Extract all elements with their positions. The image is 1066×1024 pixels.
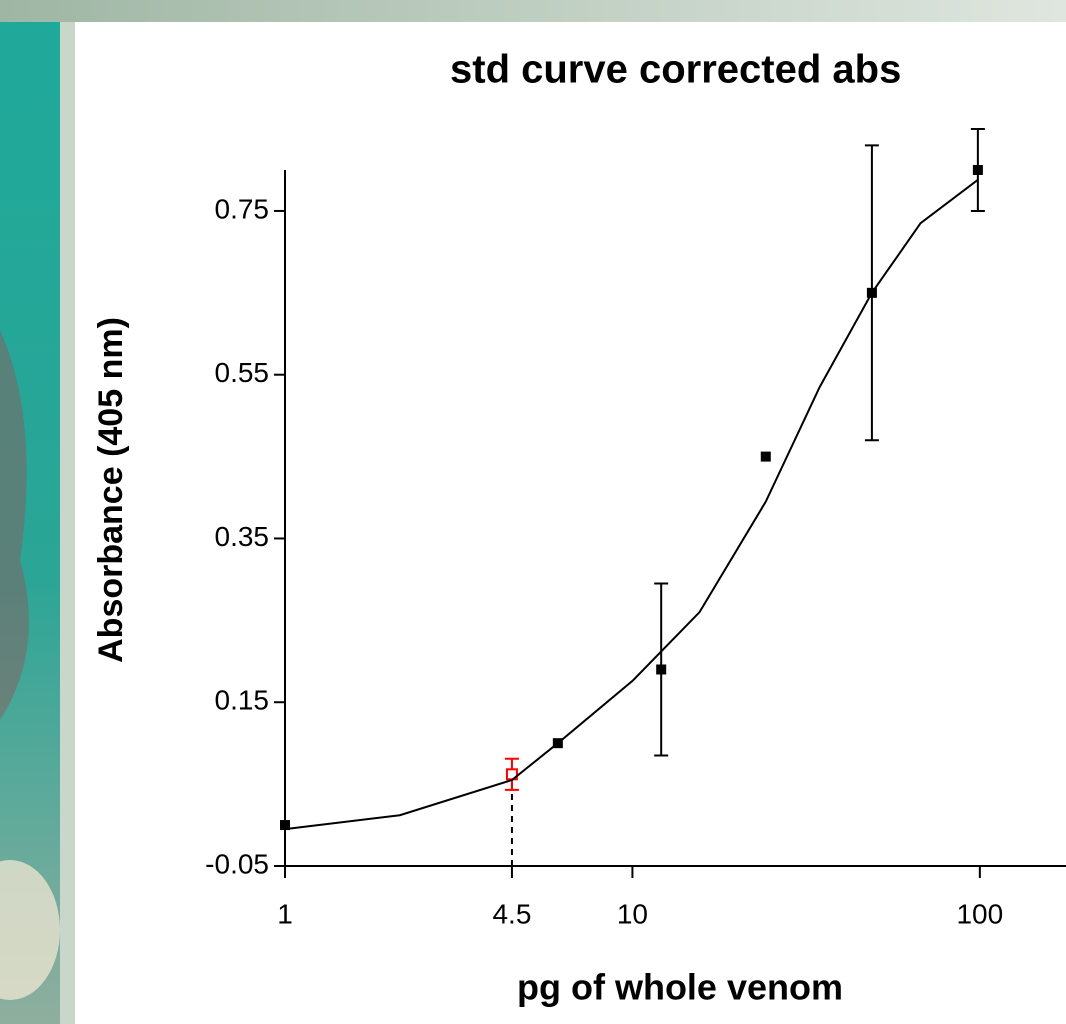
x-axis-label: pg of whole venom <box>517 967 843 1008</box>
x-tick-label: 4.5 <box>492 898 531 929</box>
photo-detail <box>0 330 29 720</box>
x-tick-label: 1 <box>277 898 293 929</box>
y-tick-label: -0.05 <box>205 848 269 879</box>
y-tick-label: 0.75 <box>215 193 270 224</box>
plot: 0.75 0.55 0.35 0.15 -0.05 1 4.5 10 100 <box>205 128 1066 929</box>
y-tick-label: 0.15 <box>215 685 270 716</box>
y-tick-label: 0.55 <box>215 357 270 388</box>
top-band <box>0 0 1066 22</box>
chart-panel <box>75 22 1066 1024</box>
chart-title: std curve corrected abs <box>450 48 901 92</box>
photo-detail <box>0 860 60 1000</box>
data-point <box>656 664 667 675</box>
y-tick-label: 0.35 <box>215 521 270 552</box>
data-point <box>760 451 771 462</box>
data-point <box>280 820 290 831</box>
x-tick-label: 10 <box>617 898 648 929</box>
y-axis-label: Absorbance (405 nm) <box>92 317 130 663</box>
data-point <box>972 165 983 175</box>
x-tick-label: 100 <box>956 898 1003 929</box>
fit-curve <box>284 179 979 831</box>
